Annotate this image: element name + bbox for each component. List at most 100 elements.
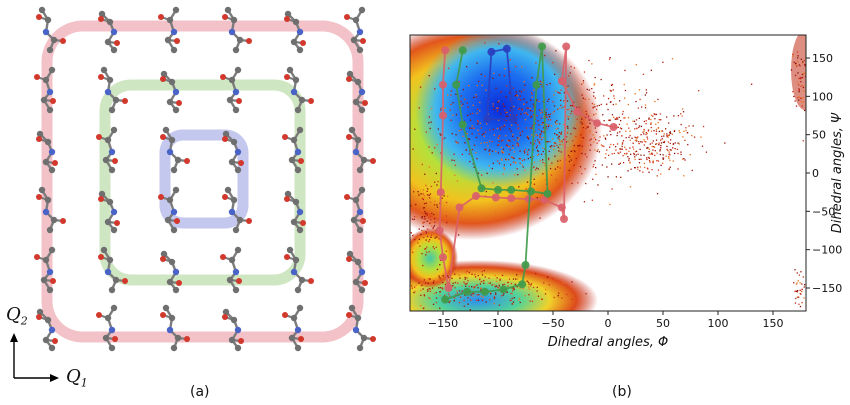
density-point — [436, 184, 438, 186]
density-point — [473, 96, 475, 99]
density-point — [528, 288, 530, 290]
density-point — [448, 276, 450, 279]
density-point — [491, 284, 493, 286]
density-point — [447, 67, 450, 69]
density-point — [635, 64, 637, 66]
density-point — [480, 287, 482, 289]
density-point — [489, 292, 492, 294]
carbon-atom — [112, 96, 120, 104]
density-point — [432, 221, 434, 224]
density-point — [423, 236, 425, 239]
density-point — [796, 272, 798, 274]
oxygen-atom — [36, 314, 42, 320]
density-point — [428, 288, 430, 290]
density-point — [651, 152, 653, 154]
density-point — [557, 137, 559, 139]
density-point — [611, 188, 613, 190]
density-point — [516, 137, 519, 139]
density-point — [448, 301, 450, 304]
density-point — [608, 154, 610, 156]
density-point — [495, 150, 497, 153]
carbon-atom — [46, 46, 54, 54]
carbon-atom — [356, 226, 364, 234]
density-point — [514, 95, 516, 97]
carbon-atom — [106, 256, 114, 264]
density-point — [445, 201, 448, 204]
density-point — [643, 128, 645, 131]
density-point — [530, 127, 533, 129]
density-point — [505, 112, 507, 114]
carbon-atom — [108, 286, 116, 294]
q1-subscript: 1 — [80, 376, 88, 390]
density-point — [486, 141, 488, 144]
carbon-atom — [346, 250, 354, 258]
density-point — [536, 290, 538, 292]
density-point — [435, 246, 437, 248]
density-point — [424, 209, 426, 211]
density-point — [492, 128, 494, 130]
density-point — [523, 112, 525, 114]
density-point — [433, 214, 436, 216]
density-point — [432, 219, 434, 221]
density-point — [454, 281, 457, 284]
density-point — [477, 108, 479, 110]
density-point — [424, 218, 426, 220]
density-point — [798, 77, 800, 80]
density-point — [660, 144, 662, 147]
density-point — [662, 141, 665, 143]
density-point — [628, 150, 630, 152]
density-point — [551, 278, 554, 280]
density-point — [430, 215, 432, 217]
density-point — [541, 298, 543, 300]
density-point — [545, 179, 547, 181]
density-point — [422, 189, 424, 191]
series-point-1 — [518, 280, 527, 289]
density-point — [637, 136, 639, 138]
density-point — [430, 219, 432, 221]
density-point — [668, 134, 670, 136]
density-point — [430, 236, 432, 238]
density-point — [519, 297, 521, 300]
density-point — [790, 69, 793, 71]
density-point — [557, 91, 559, 93]
molecule — [98, 246, 128, 294]
density-point — [655, 113, 657, 116]
carbon-atom — [352, 98, 360, 106]
oxygen-atom — [34, 254, 40, 260]
density-point — [422, 193, 424, 195]
carbon-atom — [170, 226, 178, 234]
density-point — [652, 162, 654, 164]
density-point — [625, 137, 627, 139]
density-point — [683, 158, 685, 160]
density-point — [513, 105, 515, 108]
density-point — [569, 72, 571, 74]
density-point — [801, 283, 803, 285]
nitrogen-atom — [166, 326, 174, 334]
density-point — [582, 137, 585, 139]
density-point — [453, 153, 455, 155]
density-point — [441, 288, 444, 290]
density-point — [455, 114, 458, 116]
carbon-atom — [108, 344, 116, 352]
density-point — [542, 173, 544, 175]
density-point — [465, 149, 467, 151]
density-point — [529, 300, 531, 302]
density-point — [640, 134, 642, 136]
density-point — [480, 295, 482, 297]
density-point — [796, 289, 799, 292]
density-point — [800, 101, 802, 103]
density-point — [577, 170, 580, 172]
density-point — [604, 137, 606, 139]
density-point — [492, 77, 494, 79]
density-point — [668, 134, 671, 136]
density-point — [624, 89, 627, 92]
density-point — [469, 160, 471, 163]
density-point — [514, 65, 517, 68]
density-point — [428, 217, 430, 219]
density-point — [650, 123, 652, 125]
molecule — [284, 246, 314, 294]
density-point — [660, 173, 662, 175]
density-point — [449, 300, 451, 302]
density-point — [577, 182, 579, 184]
density-point — [636, 127, 638, 130]
